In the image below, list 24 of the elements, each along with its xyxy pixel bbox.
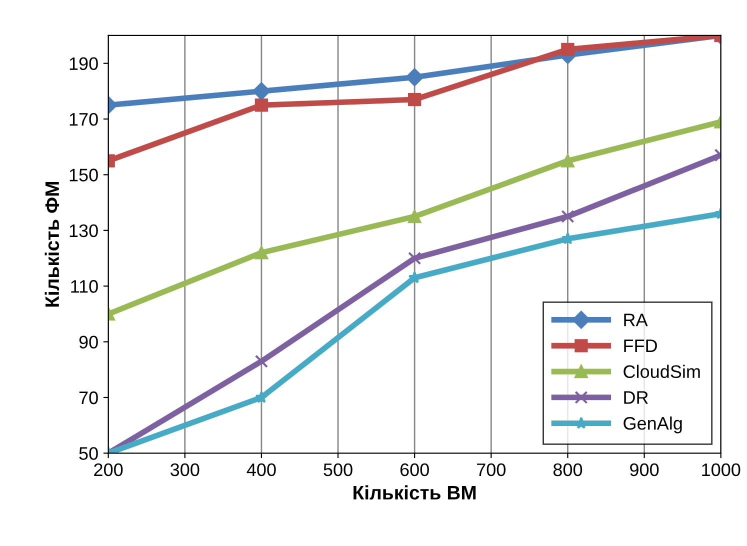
legend-label: CloudSim — [624, 364, 700, 378]
x-tick-label: 900 — [630, 463, 659, 476]
x-tick-label: 400 — [246, 463, 276, 476]
x-tick-label: 200 — [94, 463, 123, 476]
x-tick-label: 500 — [324, 463, 352, 476]
y-tick-label: 190 — [70, 57, 98, 70]
y-tick-label: 110 — [71, 280, 98, 293]
y-tick-label: 70 — [79, 391, 98, 404]
x-tick-label: 800 — [553, 463, 582, 476]
y-tick-label: 130 — [70, 224, 98, 238]
y-axis-title: Кількість ФМ — [44, 182, 60, 307]
x-tick-label: 1000 — [702, 463, 740, 476]
legend-label: GenAlg — [624, 416, 682, 434]
legend-label: RA — [624, 314, 648, 326]
legend-label: FFD — [624, 340, 657, 352]
y-tick-label: 170 — [70, 112, 98, 126]
x-axis-title: Кількість ВМ — [354, 485, 476, 500]
x-tick-label: 300 — [170, 463, 200, 476]
y-tick-label: 50 — [79, 447, 98, 460]
x-tick-label: 600 — [400, 463, 429, 476]
x-tick-label: 700 — [477, 463, 506, 476]
legend-label: DR — [624, 391, 648, 404]
y-tick-label: 150 — [70, 168, 98, 182]
y-tick-label: 90 — [79, 336, 98, 349]
